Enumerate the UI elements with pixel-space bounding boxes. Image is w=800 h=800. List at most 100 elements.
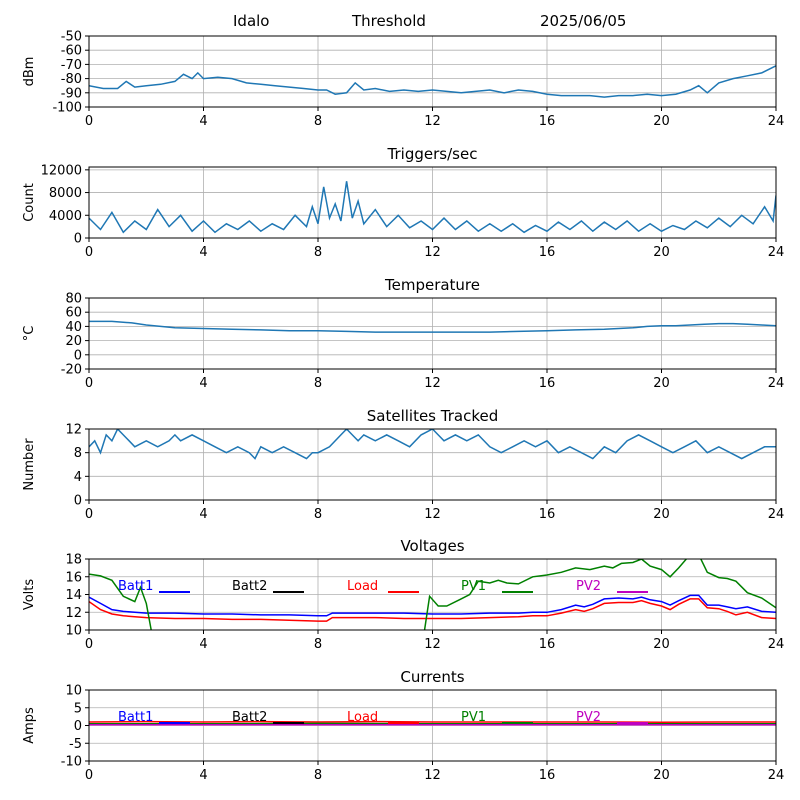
x-tick-label: 4 [199, 637, 207, 652]
legend-label-batt1: Batt1 [118, 710, 153, 725]
y-tick-label: 10 [65, 684, 82, 699]
y-axis-label: Number [22, 438, 37, 491]
chart-triggers: 0 4 8 12 16 20 24 0 4000 8000 12000 Triggers/sec Cou… [22, 145, 784, 260]
x-tick-label: 8 [314, 507, 322, 522]
y-tick-label: 8000 [49, 186, 82, 201]
x-tick-label: 24 [768, 768, 785, 783]
x-tick-label: 20 [653, 376, 670, 391]
chart-voltages: 0 4 8 12 16 20 24 10 12 14 16 18 Voltages Volts Batt1 B… [22, 537, 784, 652]
y-tick-label: -50 [61, 30, 82, 45]
chart-title: Temperature [384, 276, 480, 294]
legend-label-load: Load [347, 579, 378, 594]
series-line-pv1 [89, 559, 776, 630]
y-tick-label: 20 [65, 334, 82, 349]
x-tick-label: 16 [539, 245, 556, 260]
legend-label-batt1: Batt1 [118, 579, 153, 594]
y-tick-label: 16 [65, 570, 82, 585]
x-tick-label: 4 [199, 376, 207, 391]
legend-label-pv2: PV2 [576, 579, 601, 594]
x-tick-label: 8 [314, 768, 322, 783]
x-tick-label: 24 [768, 507, 785, 522]
legend-label-pv1: PV1 [461, 710, 486, 725]
series-line [89, 181, 776, 234]
chart-title: Currents [400, 668, 464, 686]
y-tick-label: -60 [61, 44, 82, 59]
x-tick-label: 4 [199, 507, 207, 522]
x-tick-label: 0 [85, 245, 93, 260]
y-tick-label: 18 [65, 553, 82, 568]
x-tick-label: 4 [199, 114, 207, 129]
x-tick-label: 20 [653, 768, 670, 783]
x-tick-label: 8 [314, 376, 322, 391]
x-tick-label: 12 [424, 245, 441, 260]
x-tick-label: 12 [424, 376, 441, 391]
y-tick-label: 12 [65, 606, 82, 621]
y-tick-label: 0 [74, 348, 82, 363]
y-tick-label: -5 [69, 737, 82, 752]
legend-label-pv1: PV1 [461, 579, 486, 594]
y-tick-label: 0 [74, 232, 82, 247]
y-tick-label: 80 [65, 292, 82, 307]
y-tick-label: -20 [61, 363, 82, 378]
y-tick-label: -70 [61, 58, 82, 73]
date-label: 2025/06/05 [540, 12, 627, 30]
x-tick-label: 0 [85, 114, 93, 129]
x-tick-label: 16 [539, 376, 556, 391]
x-tick-label: 4 [199, 245, 207, 260]
x-tick-label: 12 [424, 507, 441, 522]
y-axis-label: Amps [22, 707, 37, 744]
x-tick-label: 8 [314, 245, 322, 260]
x-tick-label: 0 [85, 637, 93, 652]
y-tick-label: 12000 [41, 163, 82, 178]
x-tick-label: 8 [314, 114, 322, 129]
y-axis-label: °C [22, 326, 37, 342]
chart-title: Triggers/sec [387, 145, 478, 163]
series-line [89, 65, 776, 98]
x-tick-label: 16 [539, 114, 556, 129]
x-tick-label: 20 [653, 507, 670, 522]
header: Idalo Threshold 2025/06/05 [0, 0, 800, 36]
x-tick-label: 4 [199, 768, 207, 783]
x-tick-label: 24 [768, 376, 785, 391]
y-tick-label: 4 [74, 470, 82, 485]
y-tick-label: 5 [74, 701, 82, 716]
y-axis-label: dBm [22, 57, 37, 87]
chart-title: Voltages [400, 537, 464, 555]
legend-label-pv2: PV2 [576, 710, 601, 725]
chart-signal: 0 4 8 12 16 20 24 -100-90-80-70-60-50 dBm [22, 30, 784, 130]
x-tick-label: 16 [539, 768, 556, 783]
y-tick-label: -80 [61, 72, 82, 87]
x-tick-label: 12 [424, 637, 441, 652]
series-line [89, 429, 776, 460]
chart-title: Satellites Tracked [367, 407, 498, 425]
chart-currents: 0 4 8 12 16 20 24 -10 -5 0 5 10 Currents Amps Batt1 Bat… [22, 668, 784, 783]
y-tick-label: 8 [74, 446, 82, 461]
y-tick-label: 40 [65, 320, 82, 335]
mode-label: Threshold [352, 12, 426, 30]
y-tick-label: 0 [74, 719, 82, 734]
x-tick-label: 12 [424, 768, 441, 783]
legend-label-load: Load [347, 710, 378, 725]
x-tick-label: 16 [539, 507, 556, 522]
legend-label-batt2: Batt2 [232, 710, 267, 725]
x-tick-label: 20 [653, 637, 670, 652]
x-tick-label: 24 [768, 637, 785, 652]
series-line-load [89, 720, 776, 724]
legend-label-batt2: Batt2 [232, 579, 267, 594]
series-line-batt1 [89, 594, 776, 617]
y-tick-label: -90 [61, 86, 82, 101]
x-tick-label: 12 [424, 114, 441, 129]
x-tick-label: 24 [768, 114, 785, 129]
x-tick-label: 0 [85, 768, 93, 783]
y-tick-label: 4000 [49, 209, 82, 224]
y-axis-label: Count [22, 183, 37, 222]
x-tick-label: 16 [539, 637, 556, 652]
series-line [89, 320, 776, 333]
series-line-load [89, 598, 776, 622]
chart-satellites: 0 4 8 12 16 20 24 0 4 8 12 Satellites Tracked Number [22, 407, 784, 522]
y-tick-label: 0 [74, 494, 82, 509]
x-tick-label: 20 [653, 114, 670, 129]
